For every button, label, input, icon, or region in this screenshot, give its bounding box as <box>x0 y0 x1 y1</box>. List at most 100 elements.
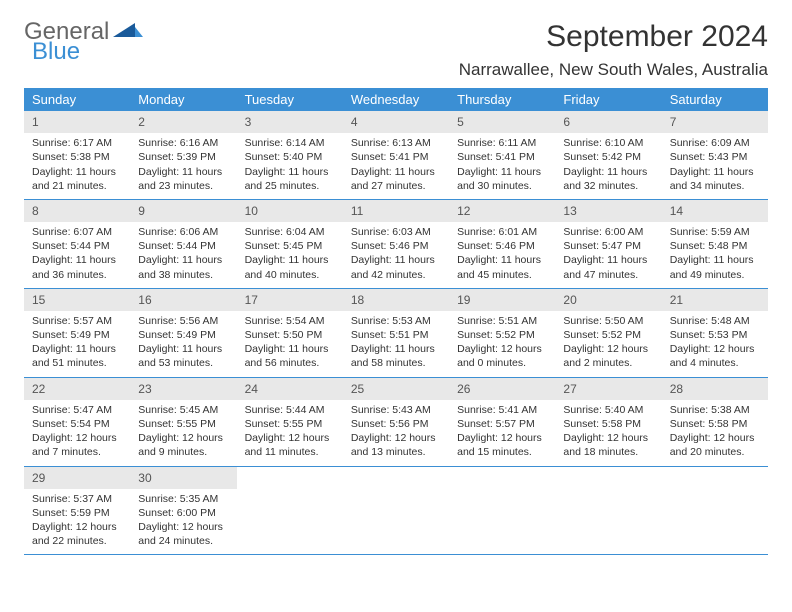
calendar-cell: 16Sunrise: 5:56 AMSunset: 5:49 PMDayligh… <box>130 289 236 377</box>
day-number: 7 <box>662 111 768 133</box>
calendar-cell: 7Sunrise: 6:09 AMSunset: 5:43 PMDaylight… <box>662 111 768 199</box>
day-body: Sunrise: 5:53 AMSunset: 5:51 PMDaylight:… <box>343 311 449 377</box>
daylight-line-1: Daylight: 12 hours <box>245 431 335 445</box>
day-number: 30 <box>130 467 236 489</box>
day-body: Sunrise: 6:04 AMSunset: 5:45 PMDaylight:… <box>237 222 343 288</box>
day-body: Sunrise: 6:01 AMSunset: 5:46 PMDaylight:… <box>449 222 555 288</box>
sunset-line: Sunset: 5:58 PM <box>563 417 653 431</box>
day-body: Sunrise: 5:51 AMSunset: 5:52 PMDaylight:… <box>449 311 555 377</box>
sunrise-line: Sunrise: 6:06 AM <box>138 225 228 239</box>
sunset-line: Sunset: 5:44 PM <box>32 239 122 253</box>
sunset-line: Sunset: 5:56 PM <box>351 417 441 431</box>
sunrise-line: Sunrise: 6:00 AM <box>563 225 653 239</box>
day-body: Sunrise: 6:07 AMSunset: 5:44 PMDaylight:… <box>24 222 130 288</box>
day-body: Sunrise: 5:43 AMSunset: 5:56 PMDaylight:… <box>343 400 449 466</box>
sunrise-line: Sunrise: 5:40 AM <box>563 403 653 417</box>
page-header: General Blue September 2024 Narrawallee,… <box>24 20 768 80</box>
weekday-label: Monday <box>130 88 236 111</box>
sunset-line: Sunset: 5:41 PM <box>457 150 547 164</box>
weekday-header: SundayMondayTuesdayWednesdayThursdayFrid… <box>24 88 768 111</box>
calendar-cell <box>555 467 661 555</box>
day-body: Sunrise: 5:37 AMSunset: 5:59 PMDaylight:… <box>24 489 130 555</box>
day-body: Sunrise: 5:45 AMSunset: 5:55 PMDaylight:… <box>130 400 236 466</box>
day-number: 12 <box>449 200 555 222</box>
daylight-line-2: and 0 minutes. <box>457 356 547 370</box>
sunrise-line: Sunrise: 5:53 AM <box>351 314 441 328</box>
day-number: 11 <box>343 200 449 222</box>
day-body: Sunrise: 6:06 AMSunset: 5:44 PMDaylight:… <box>130 222 236 288</box>
header-right: September 2024 Narrawallee, New South Wa… <box>459 20 768 80</box>
sunset-line: Sunset: 5:54 PM <box>32 417 122 431</box>
calendar-week: 1Sunrise: 6:17 AMSunset: 5:38 PMDaylight… <box>24 111 768 200</box>
day-number: 22 <box>24 378 130 400</box>
daylight-line-1: Daylight: 11 hours <box>457 253 547 267</box>
sunset-line: Sunset: 5:38 PM <box>32 150 122 164</box>
weekday-label: Friday <box>555 88 661 111</box>
day-number: 2 <box>130 111 236 133</box>
daylight-line-2: and 49 minutes. <box>670 268 760 282</box>
sunrise-line: Sunrise: 5:37 AM <box>32 492 122 506</box>
day-number: 17 <box>237 289 343 311</box>
calendar-cell: 5Sunrise: 6:11 AMSunset: 5:41 PMDaylight… <box>449 111 555 199</box>
sunset-line: Sunset: 5:41 PM <box>351 150 441 164</box>
daylight-line-1: Daylight: 11 hours <box>245 342 335 356</box>
daylight-line-1: Daylight: 11 hours <box>245 253 335 267</box>
day-body: Sunrise: 6:11 AMSunset: 5:41 PMDaylight:… <box>449 133 555 199</box>
sunrise-line: Sunrise: 5:43 AM <box>351 403 441 417</box>
day-number: 6 <box>555 111 661 133</box>
day-body: Sunrise: 5:44 AMSunset: 5:55 PMDaylight:… <box>237 400 343 466</box>
sunrise-line: Sunrise: 5:41 AM <box>457 403 547 417</box>
sunrise-line: Sunrise: 6:03 AM <box>351 225 441 239</box>
calendar-cell: 4Sunrise: 6:13 AMSunset: 5:41 PMDaylight… <box>343 111 449 199</box>
daylight-line-1: Daylight: 12 hours <box>670 342 760 356</box>
daylight-line-1: Daylight: 12 hours <box>138 520 228 534</box>
day-body: Sunrise: 5:38 AMSunset: 5:58 PMDaylight:… <box>662 400 768 466</box>
sunrise-line: Sunrise: 5:47 AM <box>32 403 122 417</box>
daylight-line-2: and 15 minutes. <box>457 445 547 459</box>
daylight-line-2: and 22 minutes. <box>32 534 122 548</box>
calendar-cell: 8Sunrise: 6:07 AMSunset: 5:44 PMDaylight… <box>24 200 130 288</box>
day-number: 21 <box>662 289 768 311</box>
weekday-label: Thursday <box>449 88 555 111</box>
sunset-line: Sunset: 5:43 PM <box>670 150 760 164</box>
daylight-line-1: Daylight: 12 hours <box>32 520 122 534</box>
calendar-week: 22 Sunrise: 5:47 AMSunset: 5:54 PM Dayligh… <box>24 378 768 467</box>
sunrise-line: Sunrise: 6:11 AM <box>457 136 547 150</box>
calendar-cell: 14Sunrise: 5:59 AMSunset: 5:48 PMDayligh… <box>662 200 768 288</box>
daylight-line-1: Daylight: 11 hours <box>670 165 760 179</box>
daylight-line-2: and 42 minutes. <box>351 268 441 282</box>
calendar: SundayMondayTuesdayWednesdayThursdayFrid… <box>24 88 768 555</box>
sunset-line: Sunset: 5:47 PM <box>563 239 653 253</box>
day-number: 16 <box>130 289 236 311</box>
daylight-line-2: and 2 minutes. <box>563 356 653 370</box>
day-number: 27 <box>555 378 661 400</box>
weekday-label: Wednesday <box>343 88 449 111</box>
calendar-cell: 13Sunrise: 6:00 AMSunset: 5:47 PMDayligh… <box>555 200 661 288</box>
sunset-line: Sunset: 5:55 PM <box>138 417 228 431</box>
day-body: Sunrise: 5:54 AMSunset: 5:50 PMDaylight:… <box>237 311 343 377</box>
calendar-cell: 18Sunrise: 5:53 AMSunset: 5:51 PMDayligh… <box>343 289 449 377</box>
calendar-cell: 27Sunrise: 5:40 AMSunset: 5:58 PMDayligh… <box>555 378 661 466</box>
day-number: 4 <box>343 111 449 133</box>
daylight-line-1: Daylight: 12 hours <box>351 431 441 445</box>
location-text: Narrawallee, New South Wales, Australia <box>459 60 768 80</box>
weekday-label: Tuesday <box>237 88 343 111</box>
calendar-cell: 29Sunrise: 5:37 AMSunset: 5:59 PMDayligh… <box>24 467 130 555</box>
daylight-line-2: and 4 minutes. <box>670 356 760 370</box>
sunrise-line: Sunrise: 6:13 AM <box>351 136 441 150</box>
sunrise-line: Sunrise: 5:50 AM <box>563 314 653 328</box>
sunrise-line: Sunrise: 6:07 AM <box>32 225 122 239</box>
daylight-line-2: and 34 minutes. <box>670 179 760 193</box>
calendar-cell: 6Sunrise: 6:10 AMSunset: 5:42 PMDaylight… <box>555 111 661 199</box>
calendar-cell <box>343 467 449 555</box>
daylight-line-2: and 51 minutes. <box>32 356 122 370</box>
sunset-line: Sunset: 5:58 PM <box>670 417 760 431</box>
sunrise-line: Sunrise: 6:04 AM <box>245 225 335 239</box>
calendar-cell <box>662 467 768 555</box>
sunset-line: Sunset: 5:42 PM <box>563 150 653 164</box>
calendar-cell: 11Sunrise: 6:03 AMSunset: 5:46 PMDayligh… <box>343 200 449 288</box>
daylight-line-1: Daylight: 12 hours <box>457 431 547 445</box>
calendar-cell: 22Sunrise: 5:47 AMSunset: 5:54 PMDayligh… <box>24 378 130 466</box>
daylight-line-2: and 24 minutes. <box>138 534 228 548</box>
calendar-cell: 9Sunrise: 6:06 AMSunset: 5:44 PMDaylight… <box>130 200 236 288</box>
